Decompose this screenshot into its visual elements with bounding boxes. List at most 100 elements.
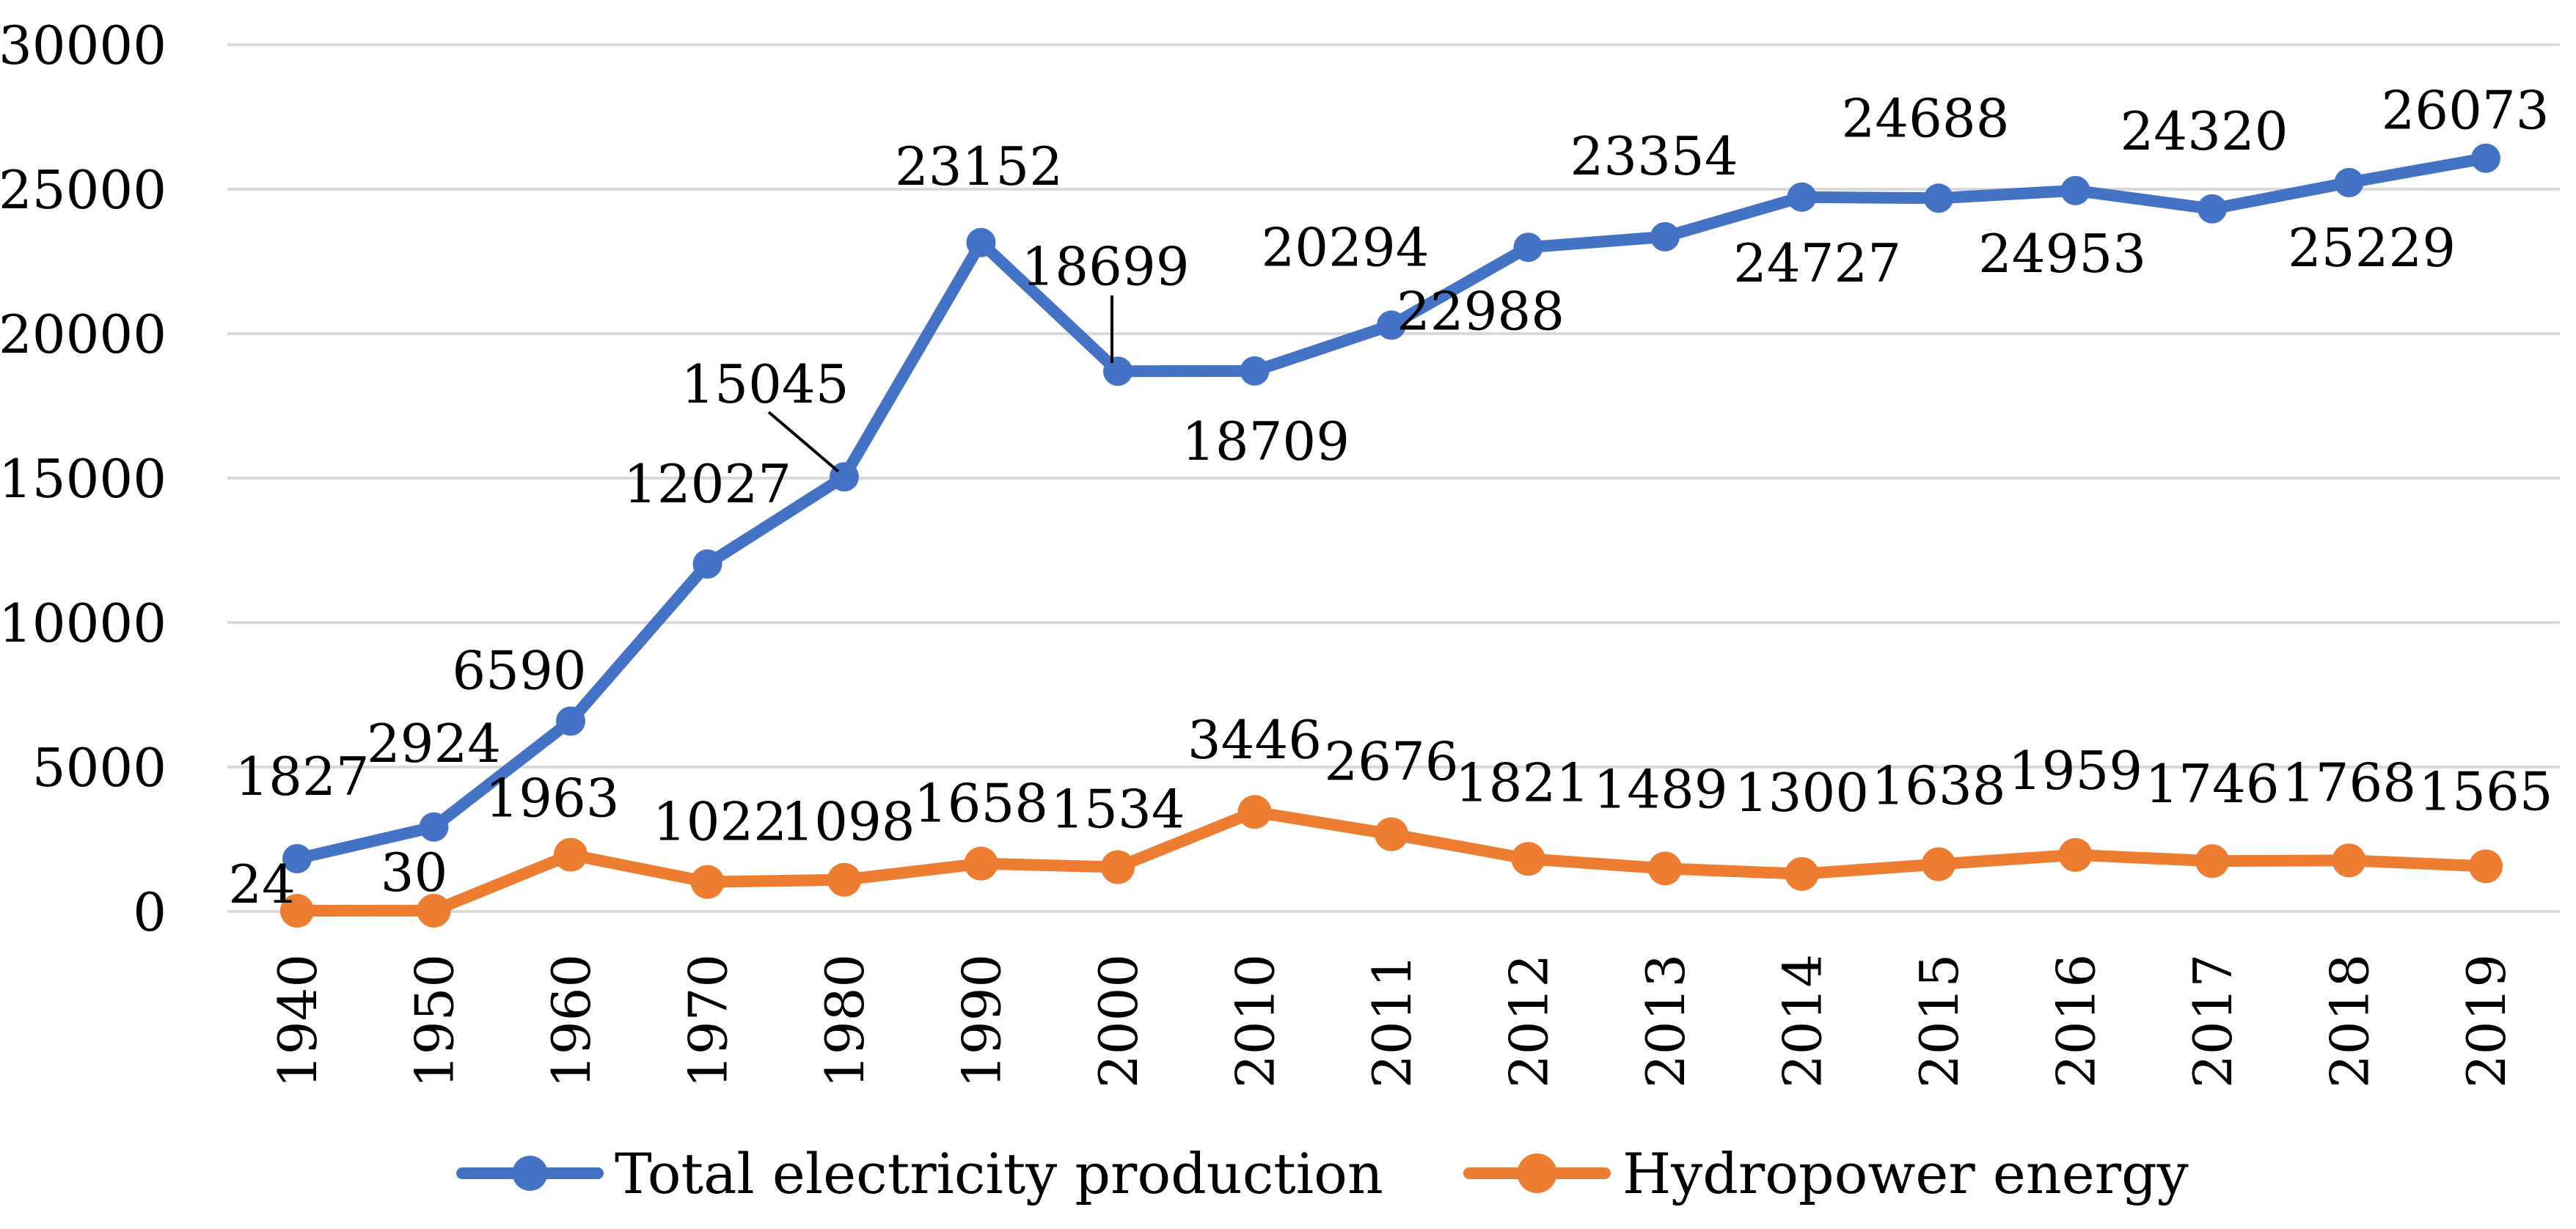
data-label: 22988 (1397, 280, 1565, 342)
data-point-marker (2058, 837, 2093, 872)
legend-label: Hydropower energy (1622, 1141, 2189, 1206)
data-label: 6590 (452, 639, 586, 701)
legend: Total electricity production Hydropower e… (456, 1141, 2189, 1206)
data-point-marker (1377, 310, 1406, 340)
x-axis-tick-label: 1970 (678, 954, 739, 1088)
data-label: 2924 (367, 713, 501, 774)
data-label: 1959 (2008, 740, 2143, 801)
legend-label: Total electricity production (615, 1141, 1383, 1206)
data-label: 18709 (1182, 411, 1350, 472)
data-point-marker (419, 812, 449, 842)
x-axis-tick-label: 1990 (951, 954, 1013, 1088)
data-point-marker (1103, 356, 1133, 386)
data-point-marker (1101, 850, 1135, 884)
data-point-marker (1650, 221, 1680, 252)
data-label: 30 (381, 842, 448, 903)
y-axis-tick-label: 5000 (32, 737, 167, 799)
data-label: 2676 (1324, 731, 1458, 793)
x-axis-tick-label: 1980 (814, 954, 876, 1088)
data-point-marker (1511, 842, 1545, 876)
x-axis-tick-label: 1960 (541, 954, 602, 1088)
x-axis-tick-label: 2012 (1499, 954, 1560, 1088)
data-label: 1768 (2282, 752, 2416, 813)
data-point-marker (1240, 356, 1270, 386)
data-point-marker (690, 865, 725, 899)
data-point-marker (2198, 194, 2227, 224)
data-point-marker (692, 549, 722, 579)
data-label: 1565 (2418, 760, 2553, 822)
x-axis-tick-label: 2018 (2319, 954, 2381, 1088)
data-label: 15045 (681, 353, 849, 415)
data-point-marker (1924, 183, 1953, 213)
data-point-marker (1785, 856, 1819, 891)
x-axis-tick-label: 2019 (2456, 954, 2517, 1088)
data-point-marker (2334, 167, 2364, 197)
label-leader-line (767, 411, 840, 473)
data-label: 26073 (2381, 80, 2549, 142)
data-label: 24688 (1841, 87, 2009, 149)
data-point-marker (556, 706, 585, 736)
x-axis: 1940 1950 1960 1970 1980 1990 2000 2010 2011 2012… (267, 954, 2517, 1088)
y-axis-tick-label: 20000 (0, 304, 167, 365)
data-label: 23354 (1570, 125, 1738, 187)
data-label: 1489 (1593, 758, 1727, 820)
data-label: 1638 (1871, 755, 2005, 816)
data-label: 1022 (653, 791, 787, 853)
data-label: 1300 (1735, 762, 1869, 823)
data-point-marker (827, 862, 861, 897)
data-point-marker (554, 837, 588, 872)
data-point-marker (280, 894, 314, 928)
data-label: 1658 (914, 773, 1048, 834)
data-label: 18699 (1021, 235, 1189, 297)
y-axis-tick-label: 10000 (0, 593, 167, 654)
x-axis-tick-label: 2010 (1225, 954, 1287, 1088)
data-label: 23152 (895, 136, 1063, 197)
x-axis-tick-label: 2000 (1088, 954, 1149, 1088)
data-point-marker (1237, 795, 1272, 829)
data-label: 1746 (2145, 753, 2279, 815)
x-axis-tick-label: 1940 (267, 954, 329, 1088)
y-axis-tick-label: 30000 (0, 15, 167, 76)
data-label: 24 (228, 854, 296, 915)
legend-item-hydropower-energy: Hydropower energy (1463, 1141, 2189, 1206)
data-point-marker (417, 893, 451, 928)
legend-item-total-electricity-production: Total electricity production (456, 1141, 1383, 1206)
data-label: 24727 (1733, 232, 1901, 294)
data-point-marker (2471, 143, 2500, 173)
data-label: 12027 (623, 453, 791, 515)
data-point-marker (2332, 843, 2366, 878)
data-point-marker (966, 227, 996, 257)
data-point-marker (1375, 817, 1408, 851)
data-point-marker (2195, 844, 2229, 878)
label-leader-lines (767, 296, 1113, 473)
y-axis: 0 5000 10000 15000 20000 25000 30000 (0, 15, 167, 943)
x-axis-tick-label: 2013 (1635, 954, 1697, 1088)
data-label: 1827 (235, 746, 369, 807)
x-axis-tick-label: 1950 (404, 954, 466, 1088)
x-axis-tick-label: 2014 (1772, 954, 1834, 1088)
x-axis-tick-label: 2016 (2046, 954, 2107, 1088)
x-axis-tick-label: 2017 (2182, 954, 2244, 1088)
data-point-marker (282, 844, 312, 874)
y-axis-tick-label: 0 (133, 881, 167, 943)
y-axis-tick-label: 15000 (0, 448, 167, 510)
data-label: 25229 (2288, 217, 2456, 279)
data-point-marker (964, 846, 998, 881)
data-label: 3446 (1188, 709, 1322, 771)
data-label: 1098 (780, 791, 915, 853)
legend-point-marker-icon (512, 1156, 548, 1191)
data-label: 24320 (2120, 100, 2288, 162)
data-point-marker (2469, 849, 2503, 884)
x-axis-tick-label: 2011 (1361, 954, 1423, 1088)
x-axis-tick-label: 2015 (1909, 954, 1970, 1088)
data-point-marker (2060, 175, 2090, 205)
data-label: 1534 (1050, 779, 1185, 840)
data-point-marker (1922, 847, 1955, 881)
data-point-marker (1513, 232, 1543, 263)
data-label: 1821 (1455, 752, 1589, 813)
legend-point-marker-icon (1517, 1153, 1557, 1193)
